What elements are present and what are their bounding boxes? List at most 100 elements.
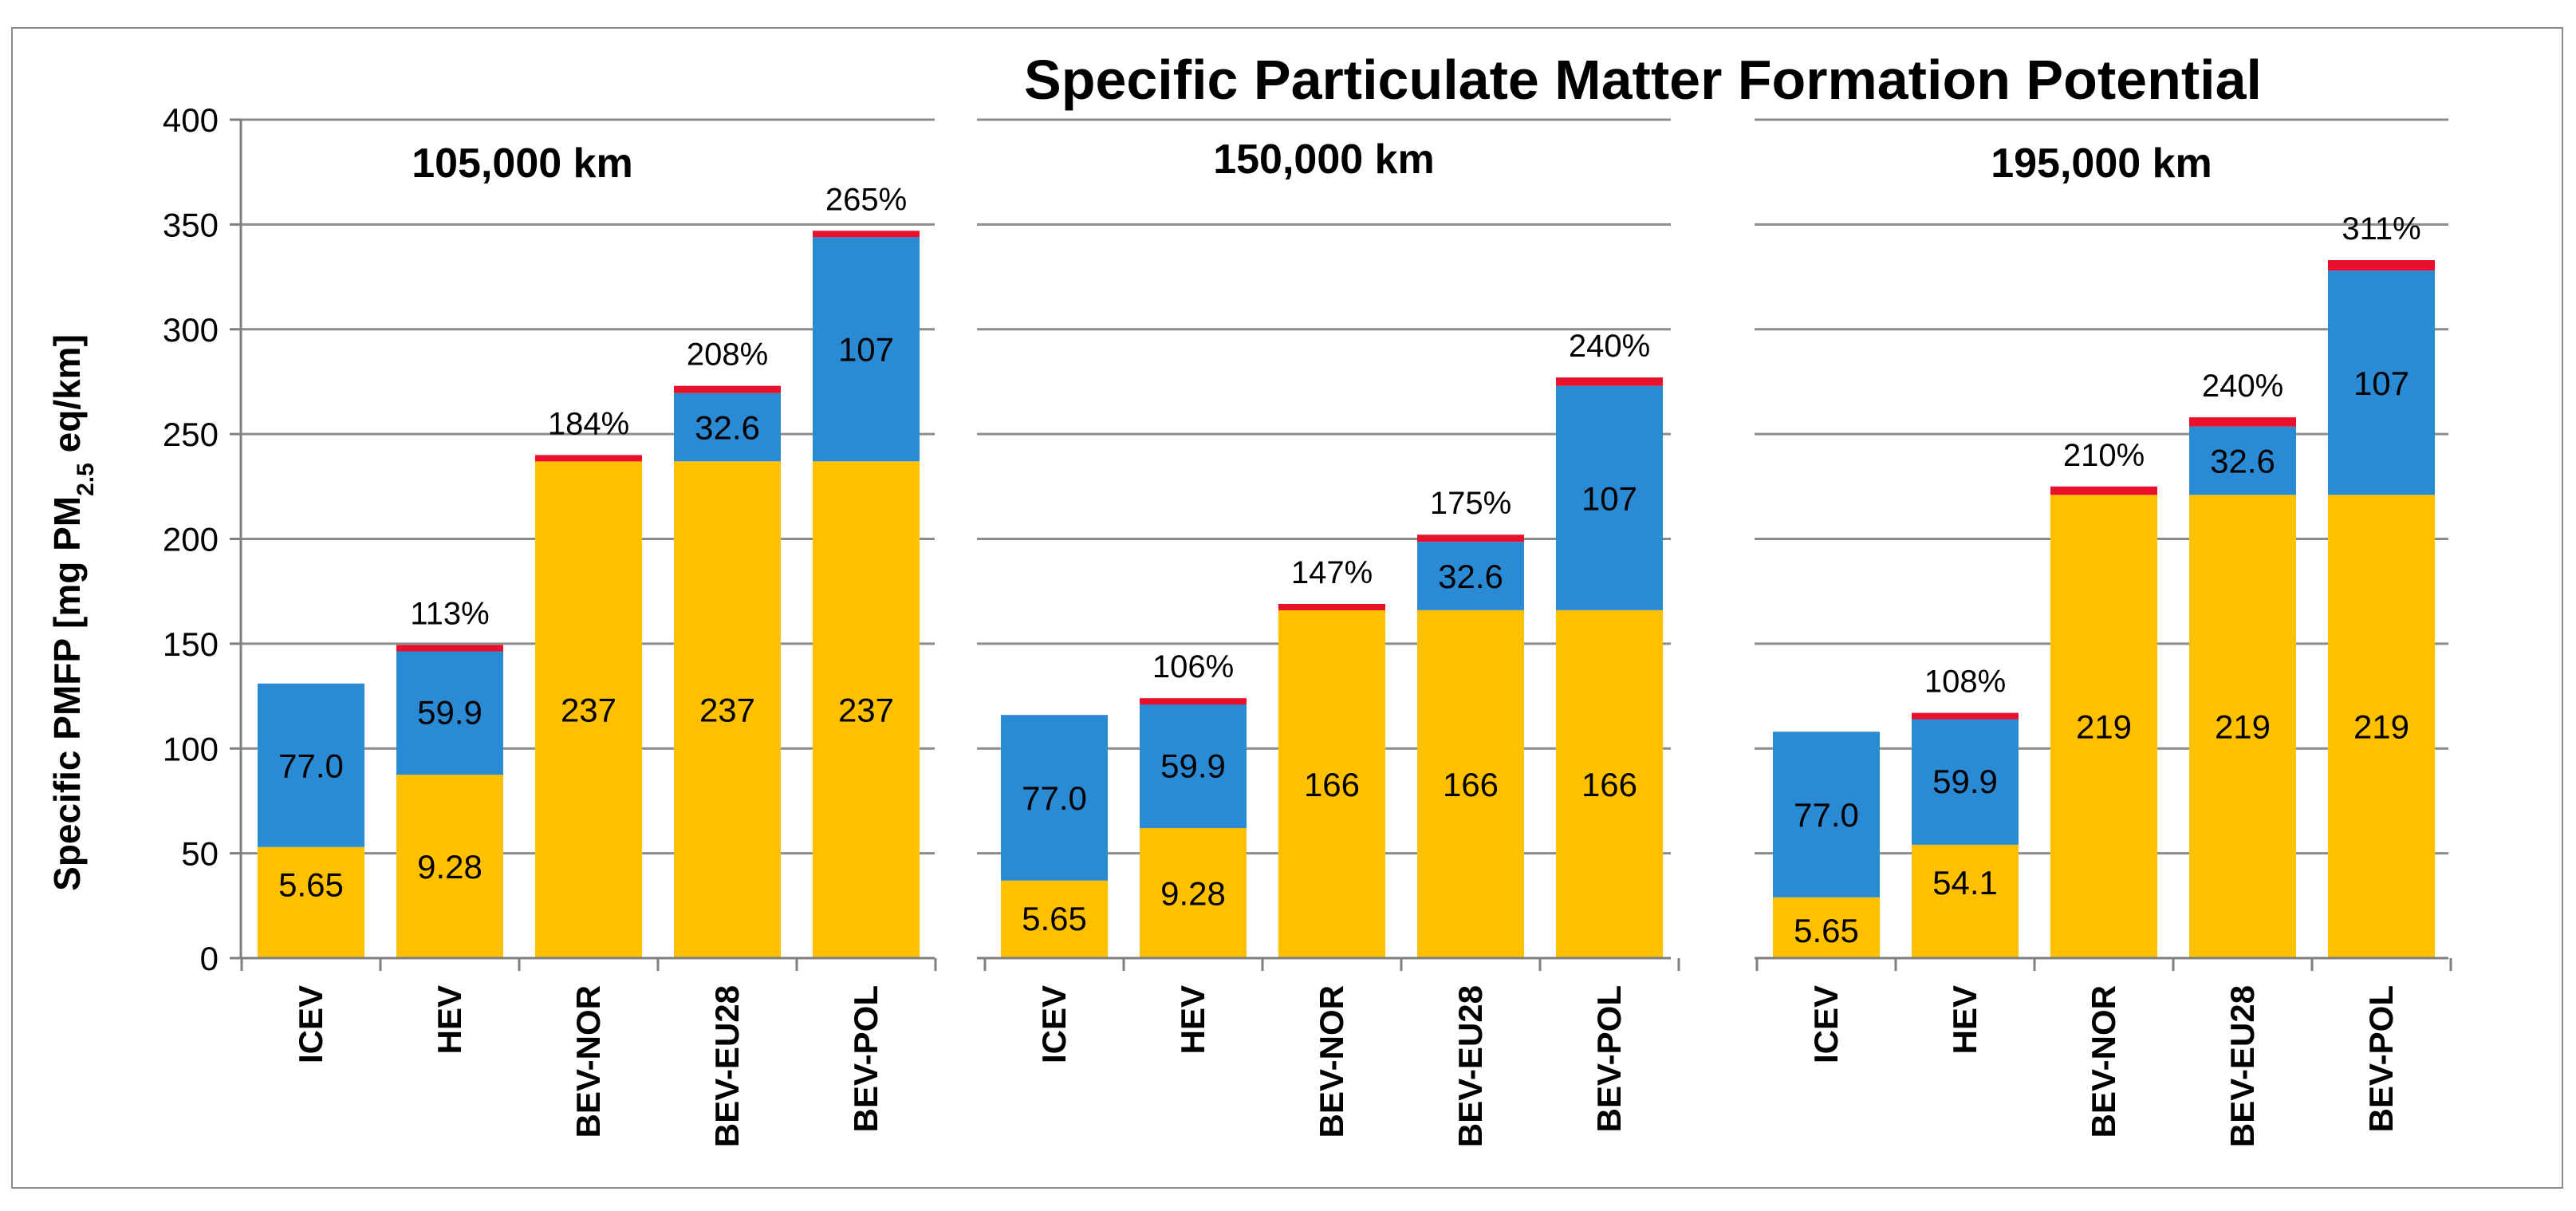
category-label: BEV-EU28 — [2223, 985, 2261, 1147]
bar-segment-top — [813, 231, 920, 238]
bar-segment-lower — [2328, 495, 2435, 958]
bar-segment-lower — [1912, 844, 2019, 958]
category-label: ICEV — [1035, 985, 1073, 1063]
bar-segment-middle — [813, 237, 920, 462]
percent-label: 108% — [1924, 665, 2006, 700]
distance-label: 150,000 km — [1213, 136, 1435, 183]
percent-label: 265% — [825, 182, 907, 217]
y-tick-label: 200 — [163, 521, 219, 558]
category-label: BEV-EU28 — [708, 985, 746, 1147]
percent-label: 240% — [2202, 369, 2283, 404]
chart-title: Specific Particulate Matter Formation Po… — [1024, 49, 2262, 111]
bar-segment-middle — [1912, 716, 2019, 845]
bar-value-label-lower: 166 — [1443, 766, 1499, 803]
bar-value-label-middle: 77.0 — [1794, 796, 1859, 834]
bar-segment-middle — [1773, 732, 1880, 897]
bar-value-label-middle: 77.0 — [1022, 779, 1087, 817]
y-tick-label: 400 — [163, 101, 219, 139]
bar-value-label-lower: 237 — [561, 692, 616, 729]
percent-label: 184% — [548, 406, 629, 441]
bar-segment-top — [1140, 698, 1247, 705]
bar-segment-lower — [1773, 897, 1880, 958]
percent-label: 311% — [2342, 211, 2420, 247]
bar-value-label-middle: 77.0 — [278, 747, 344, 784]
bar-segment-top — [1278, 603, 1385, 610]
bar-segment-lower — [2050, 495, 2157, 958]
y-axis-label-tail: eq/km] — [46, 334, 88, 463]
y-tick-label: 100 — [163, 730, 219, 767]
bar-segment-middle — [1417, 542, 1524, 610]
axes: 0 50 100 150 200 250 300 350 400 — [163, 101, 2452, 977]
bar-segment-top — [674, 385, 781, 393]
bar-segment-lower — [674, 461, 781, 958]
distance-label: 195,000 km — [1991, 140, 2212, 187]
y-tick-label: 0 — [200, 940, 219, 977]
bar-segment-middle — [674, 392, 781, 462]
labels: 105,000 km 77.0 5.65 ICEV 59.9 9.28 113% HEV 237… — [278, 136, 2421, 1147]
y-axis-label-main: Specific PMFP [mg PM — [46, 496, 88, 891]
bar-segment-top — [396, 645, 503, 652]
percent-label: 240% — [1569, 329, 1650, 364]
bar-value-label-lower: 5.65 — [1794, 912, 1859, 949]
category-label: HEV — [1174, 985, 1211, 1054]
bar-segment-lower — [396, 775, 503, 958]
bar-value-label-middle: 107 — [838, 331, 894, 369]
category-label: BEV-NOR — [1313, 985, 1350, 1138]
bar-segment-lower — [1140, 828, 1247, 958]
svg-text:Specific PMFP [mg PM2.5 eq/km]: Specific PMFP [mg PM2.5 eq/km] — [46, 334, 99, 891]
category-label: ICEV — [1807, 985, 1845, 1063]
bar-segment-middle — [2328, 270, 2435, 495]
bar-value-label-middle: 32.6 — [2210, 442, 2275, 479]
bar-segment-middle — [2189, 426, 2296, 495]
bar-segment-top — [1417, 534, 1524, 542]
bar-value-label-lower: 166 — [1304, 766, 1360, 803]
category-label: BEV-POL — [2362, 985, 2400, 1132]
category-label: BEV-POL — [1590, 985, 1628, 1132]
percent-label: 175% — [1430, 486, 1511, 521]
bar-segment-lower — [1278, 609, 1385, 958]
category-label: BEV-NOR — [2085, 985, 2122, 1138]
bar-value-label-lower: 237 — [838, 692, 894, 729]
bar-segment-top — [2328, 260, 2435, 271]
bar-segment-lower — [535, 461, 642, 958]
bar-value-label-middle: 32.6 — [1438, 558, 1503, 595]
bar-value-label-lower: 219 — [2215, 708, 2271, 746]
percent-label: 208% — [687, 337, 768, 373]
category-label: BEV-EU28 — [1451, 985, 1489, 1147]
bar-value-label-lower: 219 — [2353, 708, 2409, 746]
bar-value-label-lower: 219 — [2076, 708, 2132, 746]
y-tick-label: 150 — [163, 625, 219, 663]
bar-segment-top — [1912, 712, 2019, 720]
bar-segment-middle — [1556, 385, 1663, 610]
bar-segment-lower — [1556, 609, 1663, 958]
bar-value-label-middle: 107 — [1581, 479, 1637, 517]
bar-value-label-lower: 237 — [699, 692, 755, 729]
bar-value-label-middle: 59.9 — [1160, 747, 1226, 784]
bar-value-label-middle: 107 — [2353, 365, 2409, 402]
y-tick-label: 50 — [181, 835, 219, 873]
bar-segment-lower — [1417, 609, 1524, 958]
bar-segment-middle — [258, 683, 364, 847]
bar-segment-middle — [396, 649, 503, 775]
bar-segment-top — [535, 455, 642, 462]
bar-segment-top — [2050, 486, 2157, 495]
y-tick-label: 350 — [163, 206, 219, 243]
bar-segment-top — [2189, 417, 2296, 427]
percent-label: 147% — [1291, 555, 1373, 590]
bar-value-label-middle: 59.9 — [417, 693, 483, 731]
bar-segment-lower — [813, 461, 920, 958]
bar-value-label-lower: 9.28 — [1160, 875, 1226, 913]
y-tick-label: 250 — [163, 416, 219, 453]
category-label: BEV-POL — [847, 985, 884, 1132]
bar-value-label-lower: 166 — [1581, 766, 1637, 803]
distance-label: 105,000 km — [412, 140, 633, 187]
percent-label: 106% — [1152, 649, 1234, 684]
bar-value-label-lower: 54.1 — [1932, 864, 1998, 901]
bar-segment-middle — [1001, 715, 1108, 881]
category-label: HEV — [1946, 985, 1983, 1054]
y-axis-label-sub: 2.5 — [73, 463, 99, 496]
bar-segment-lower — [258, 846, 364, 958]
category-label: ICEV — [292, 985, 329, 1063]
bar-value-label-lower: 5.65 — [278, 866, 344, 904]
